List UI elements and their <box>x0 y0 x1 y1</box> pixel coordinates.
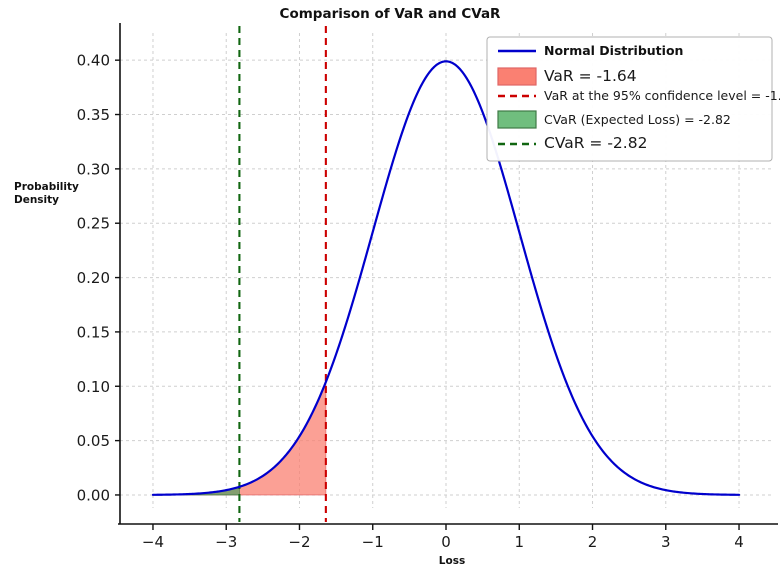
legend-label: VaR at the 95% confidence level = -1.64 <box>544 88 780 103</box>
y-tick-label: 0.00 <box>77 486 110 504</box>
legend-item[interactable]: CVaR (Expected Loss) = -2.82 <box>497 110 731 129</box>
y-tick-label: 0.15 <box>77 323 110 341</box>
x-tick-label: 3 <box>661 533 671 551</box>
chart-legend[interactable]: Normal Distribution VaR = -1.64 VaR at the… <box>486 36 780 162</box>
x-tick-label: 2 <box>588 533 598 551</box>
x-axis-label: Loss <box>439 555 465 567</box>
legend-patch-swatch <box>497 67 537 86</box>
legend-label: CVaR (Expected Loss) = -2.82 <box>544 112 731 127</box>
x-tick-label: −2 <box>288 533 310 551</box>
legend-label: CVaR = -2.82 <box>544 134 647 152</box>
legend-item[interactable]: VaR at the 95% confidence level = -1.64 <box>498 88 780 103</box>
y-tick-label: 0.10 <box>77 378 110 396</box>
chart-title: Comparison of VaR and CVaR <box>280 6 502 22</box>
normal-distribution-line <box>151 60 741 496</box>
y-tick-label: 0.40 <box>77 52 110 70</box>
legend-label: VaR = -1.64 <box>544 67 637 85</box>
axis-ticks: 0.00 0.05 0.10 0.15 0.20 0.25 0.30 0.35 0.40 −4 −3… <box>77 52 744 551</box>
y-tick-label: 0.35 <box>77 106 110 124</box>
normal-distribution-curve <box>151 60 741 496</box>
legend-box <box>486 36 773 162</box>
x-tick-label: 0 <box>441 533 451 551</box>
x-tick-label: 4 <box>734 533 744 551</box>
legend-item[interactable]: CVaR = -2.82 <box>498 134 647 152</box>
y-tick-label: 0.30 <box>77 160 110 178</box>
legend-item[interactable]: Normal Distribution <box>498 43 683 58</box>
y-axis-label-line1: Probability <box>14 181 79 193</box>
x-tick-label: −4 <box>142 533 164 551</box>
y-tick-label: 0.05 <box>77 432 110 450</box>
y-tick-label: 0.25 <box>77 215 110 233</box>
legend-item[interactable]: VaR = -1.64 <box>497 67 637 86</box>
legend-label: Normal Distribution <box>544 43 683 58</box>
x-tick-label: −1 <box>362 533 384 551</box>
y-tick-label: 0.20 <box>77 269 110 287</box>
y-axis-label-line2: Density <box>14 194 59 206</box>
x-tick-label: 1 <box>514 533 524 551</box>
x-tick-label: −3 <box>215 533 237 551</box>
legend-patch-swatch <box>497 110 537 129</box>
threshold-lines <box>238 26 327 522</box>
